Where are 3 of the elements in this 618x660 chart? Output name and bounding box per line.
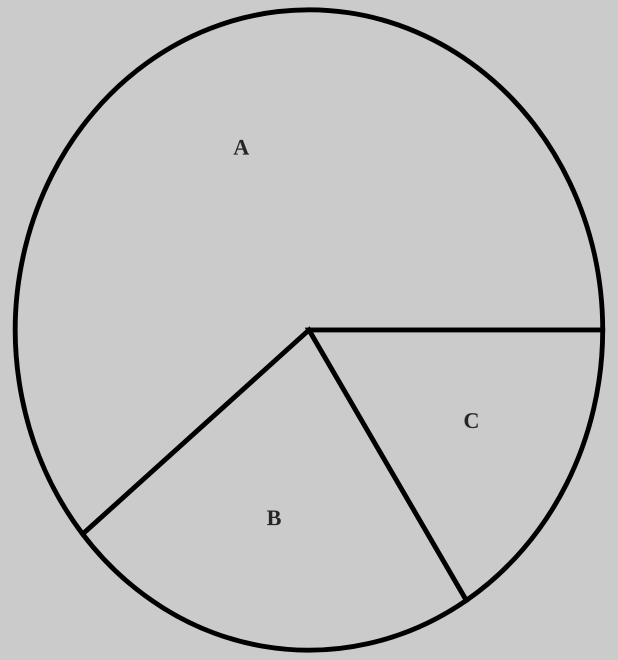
slice-label: A [233,140,250,155]
slice-label: B [266,510,281,526]
slice-label: C [464,413,478,428]
